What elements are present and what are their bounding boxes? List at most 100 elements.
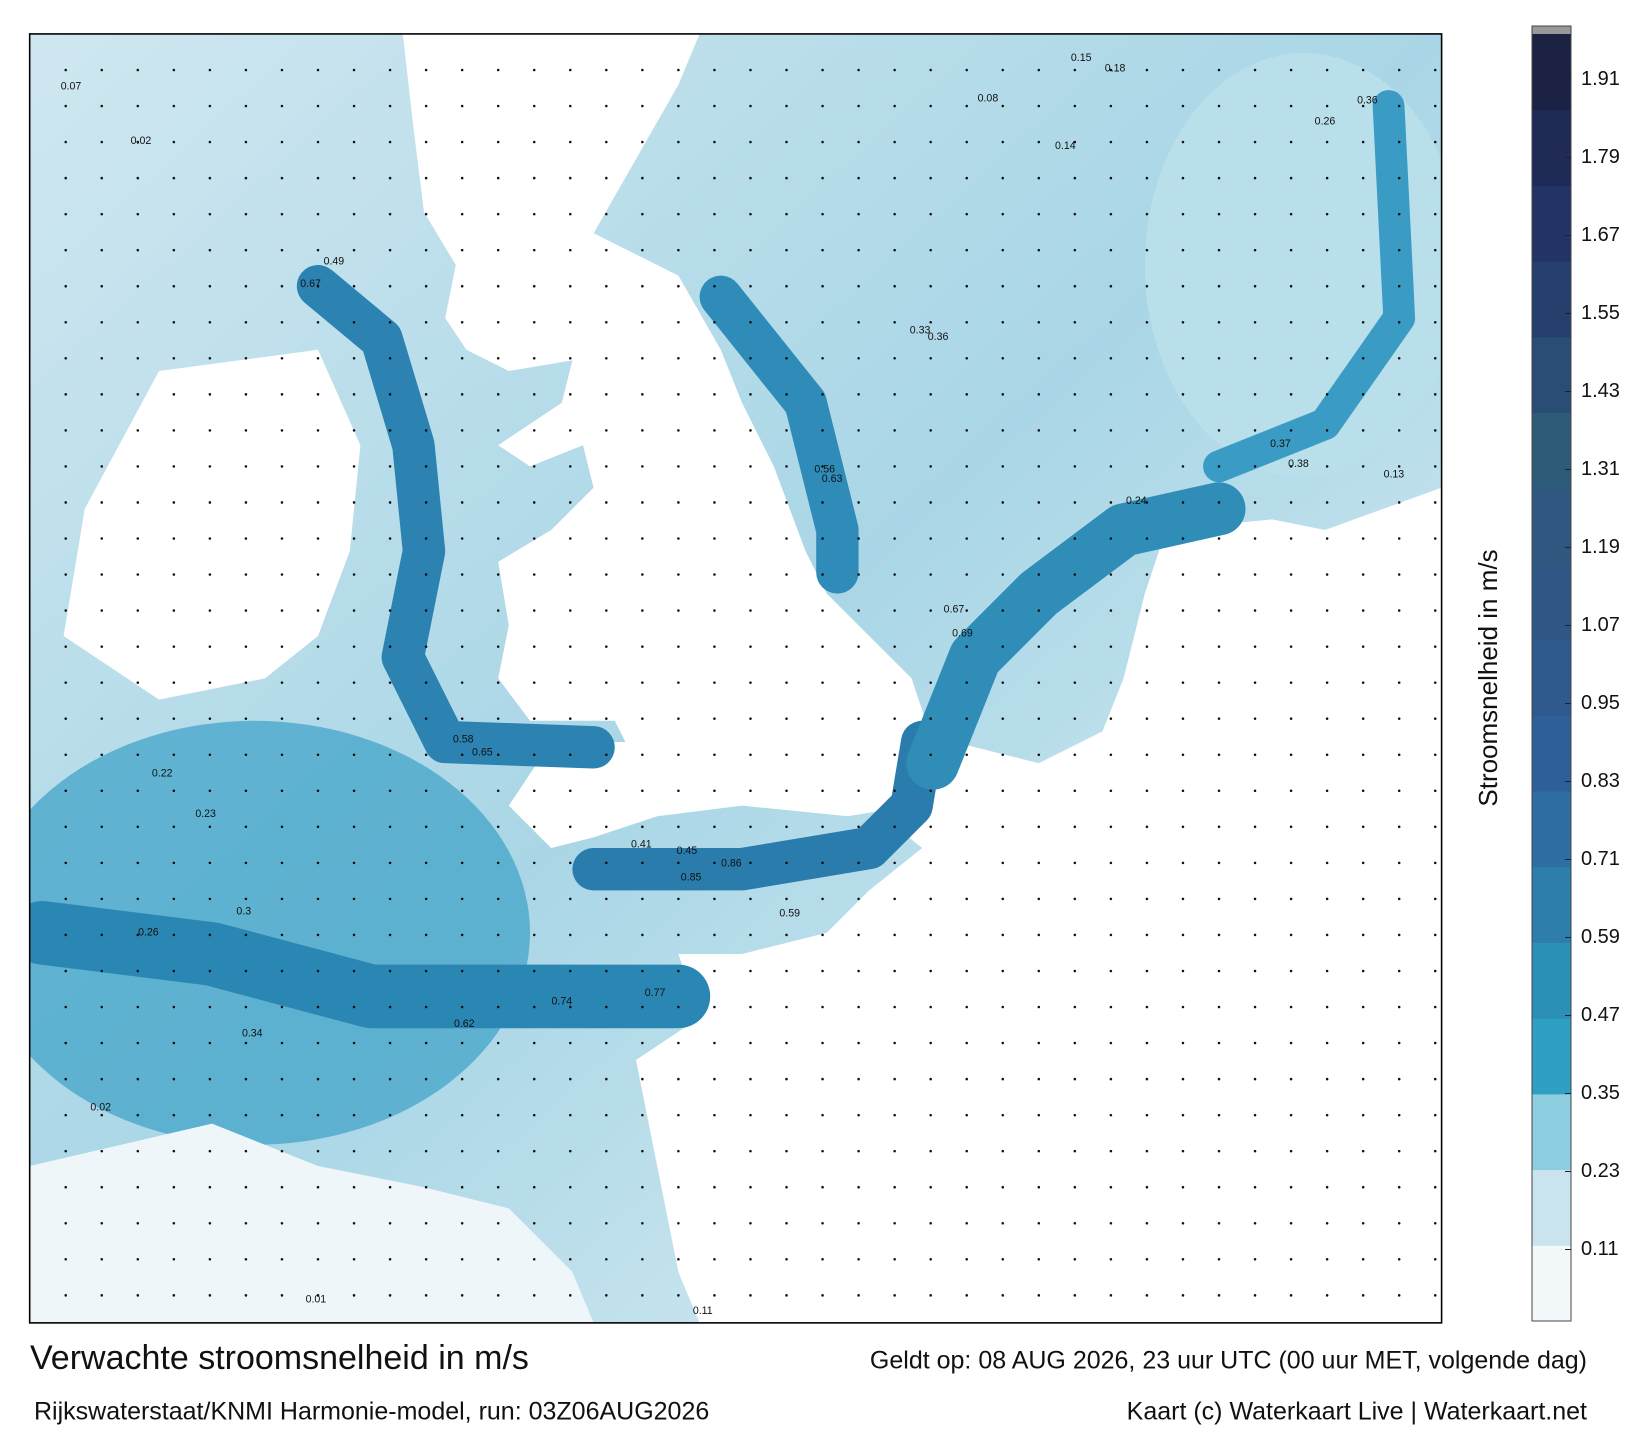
- grid-dot: [1037, 1221, 1041, 1225]
- grid-dot: [424, 681, 428, 684]
- grid-dot: [316, 212, 320, 216]
- grid-dot: [388, 68, 392, 72]
- grid-dot: [100, 1005, 104, 1009]
- grid-dot: [136, 1149, 140, 1153]
- grid-dot: [1109, 393, 1113, 396]
- grid-dot: [641, 573, 644, 576]
- grid-dot: [352, 1113, 356, 1117]
- grid-dot: [280, 897, 284, 901]
- grid-dot: [857, 1041, 860, 1045]
- grid-dot: [893, 68, 896, 72]
- grid-dot: [64, 1113, 67, 1117]
- grid-dot: [677, 104, 680, 108]
- grid-dot: [641, 212, 644, 216]
- grid-dot: [172, 429, 176, 432]
- grid-dot: [965, 140, 968, 144]
- grid-dot: [1037, 645, 1041, 648]
- grid-dot: [749, 501, 752, 504]
- grid-dot: [1217, 1113, 1221, 1117]
- grid-dot: [532, 320, 536, 324]
- grid-dot: [424, 357, 428, 360]
- grid-dot: [641, 861, 644, 865]
- grid-dot: [1253, 1113, 1257, 1117]
- grid-dot: [713, 825, 716, 829]
- grid-dot: [496, 1185, 500, 1189]
- sea-area: [1144, 53, 1442, 477]
- grid-dot: [1109, 825, 1113, 829]
- grid-dot: [1145, 429, 1149, 432]
- grid-dot: [713, 284, 716, 288]
- grid-dot: [352, 645, 356, 648]
- grid-dot: [352, 861, 356, 865]
- grid-dot: [352, 1041, 356, 1045]
- grid-dot: [929, 429, 932, 432]
- grid-dot: [460, 1294, 464, 1297]
- grid-dot: [1181, 501, 1185, 504]
- grid-dot: [605, 248, 608, 252]
- grid-dot: [424, 429, 428, 432]
- grid-dot: [1145, 969, 1149, 973]
- vector-grid: [64, 68, 1437, 1297]
- grid-dot: [1001, 1005, 1005, 1009]
- grid-dot: [172, 393, 176, 396]
- grid-dot: [1001, 573, 1005, 576]
- grid-dot: [1217, 212, 1221, 216]
- grid-dot: [605, 1149, 608, 1153]
- grid-dot: [1109, 1077, 1113, 1081]
- grid-dot: [605, 645, 608, 648]
- grid-dot: [172, 825, 176, 829]
- grid-dot: [136, 357, 140, 360]
- grid-dot: [208, 320, 212, 324]
- grid-dot: [677, 357, 680, 360]
- grid-dot: [136, 969, 140, 973]
- grid-dot: [785, 1005, 788, 1009]
- grid-dot: [929, 393, 932, 396]
- grid-dot: [1001, 753, 1005, 756]
- grid-dot: [641, 897, 644, 901]
- grid-dot: [749, 320, 752, 324]
- grid-dot: [460, 176, 464, 180]
- grid-dot: [424, 501, 428, 504]
- grid-dot: [136, 717, 140, 720]
- grid-dot: [100, 212, 104, 216]
- colorbar-band: [1532, 488, 1571, 565]
- grid-dot: [1181, 140, 1185, 144]
- grid-dot: [1433, 897, 1437, 901]
- grid-dot: [1037, 429, 1041, 432]
- grid-dot: [388, 1258, 392, 1261]
- grid-dot: [316, 1149, 320, 1153]
- grid-dot: [532, 933, 536, 937]
- grid-dot: [821, 537, 824, 540]
- speed-label: 0.02: [131, 135, 152, 147]
- grid-dot: [1361, 753, 1365, 756]
- grid-dot: [929, 933, 932, 937]
- grid-dot: [1181, 681, 1185, 684]
- grid-dot: [1001, 933, 1005, 937]
- grid-dot: [1325, 933, 1329, 937]
- grid-dot: [1217, 897, 1221, 901]
- grid-dot: [460, 465, 464, 468]
- grid-dot: [1181, 1077, 1185, 1081]
- grid-dot: [244, 176, 248, 180]
- grid-dot: [1001, 1077, 1005, 1081]
- grid-dot: [460, 537, 464, 540]
- grid-dot: [388, 465, 392, 468]
- grid-dot: [857, 645, 860, 648]
- grid-dot: [1325, 1185, 1329, 1189]
- grid-dot: [1433, 429, 1437, 432]
- grid-dot: [677, 393, 680, 396]
- grid-dot: [677, 681, 680, 684]
- grid-dot: [100, 1294, 104, 1297]
- grid-dot: [244, 897, 248, 901]
- grid-dot: [749, 1294, 752, 1297]
- grid-dot: [100, 1258, 104, 1261]
- grid-dot: [1289, 320, 1293, 324]
- grid-dot: [424, 465, 428, 468]
- grid-dot: [1397, 825, 1401, 829]
- colorbar-tick-label: 1.91: [1581, 68, 1620, 90]
- grid-dot: [1217, 609, 1221, 612]
- grid-dot: [460, 212, 464, 216]
- grid-dot: [100, 1113, 104, 1117]
- grid-dot: [569, 284, 572, 288]
- grid-dot: [1181, 825, 1185, 829]
